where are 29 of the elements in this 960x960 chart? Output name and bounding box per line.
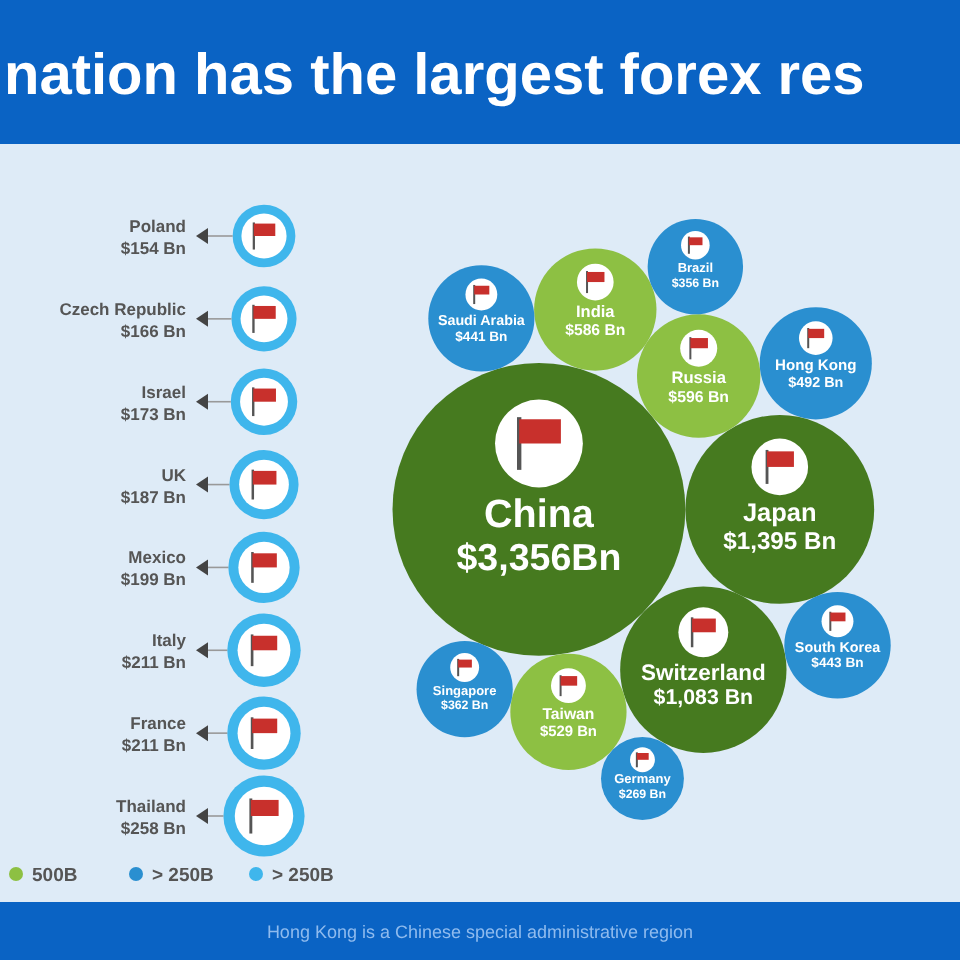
- data-label: $258 Bn: [120, 818, 186, 838]
- data-label: $3,356Bn: [456, 536, 622, 579]
- category-label: Czech Republic: [59, 298, 187, 319]
- category-label: UK: [161, 464, 188, 485]
- category-label: Thailand: [116, 796, 186, 816]
- text: nation has the largest forex res: [4, 44, 865, 108]
- data-label: $187 Bn: [120, 486, 186, 507]
- category-label: Italy: [151, 630, 187, 651]
- data-label: $211 Bn: [121, 652, 186, 673]
- category-label: Japan: [742, 496, 817, 527]
- data-label: $166 Bn: [120, 320, 186, 341]
- data-label: $154 Bn: [120, 238, 186, 258]
- category-label: Russia: [671, 367, 727, 388]
- category-label: Israel: [141, 381, 186, 402]
- data-label: $173 Bn: [120, 403, 186, 424]
- data-label: $1,395 Bn: [723, 526, 837, 555]
- category-label: Mexico: [128, 547, 186, 568]
- data-label: $211 Bn: [121, 735, 186, 756]
- data-label: $1,083 Bn: [653, 686, 754, 711]
- legend-label: 500B: [32, 865, 78, 887]
- category-label: China: [484, 492, 596, 537]
- category-label: Poland: [129, 216, 186, 236]
- data-label: $199 Bn: [120, 569, 186, 590]
- category-label: India: [576, 302, 616, 321]
- category-label: Switzerland: [640, 661, 766, 686]
- category-label: France: [130, 713, 187, 734]
- legend-label: > 250B: [152, 865, 215, 887]
- legend-label: > 250B: [272, 865, 335, 887]
- text: Hong Kong is a Chinese special administrative region: [266, 922, 694, 942]
